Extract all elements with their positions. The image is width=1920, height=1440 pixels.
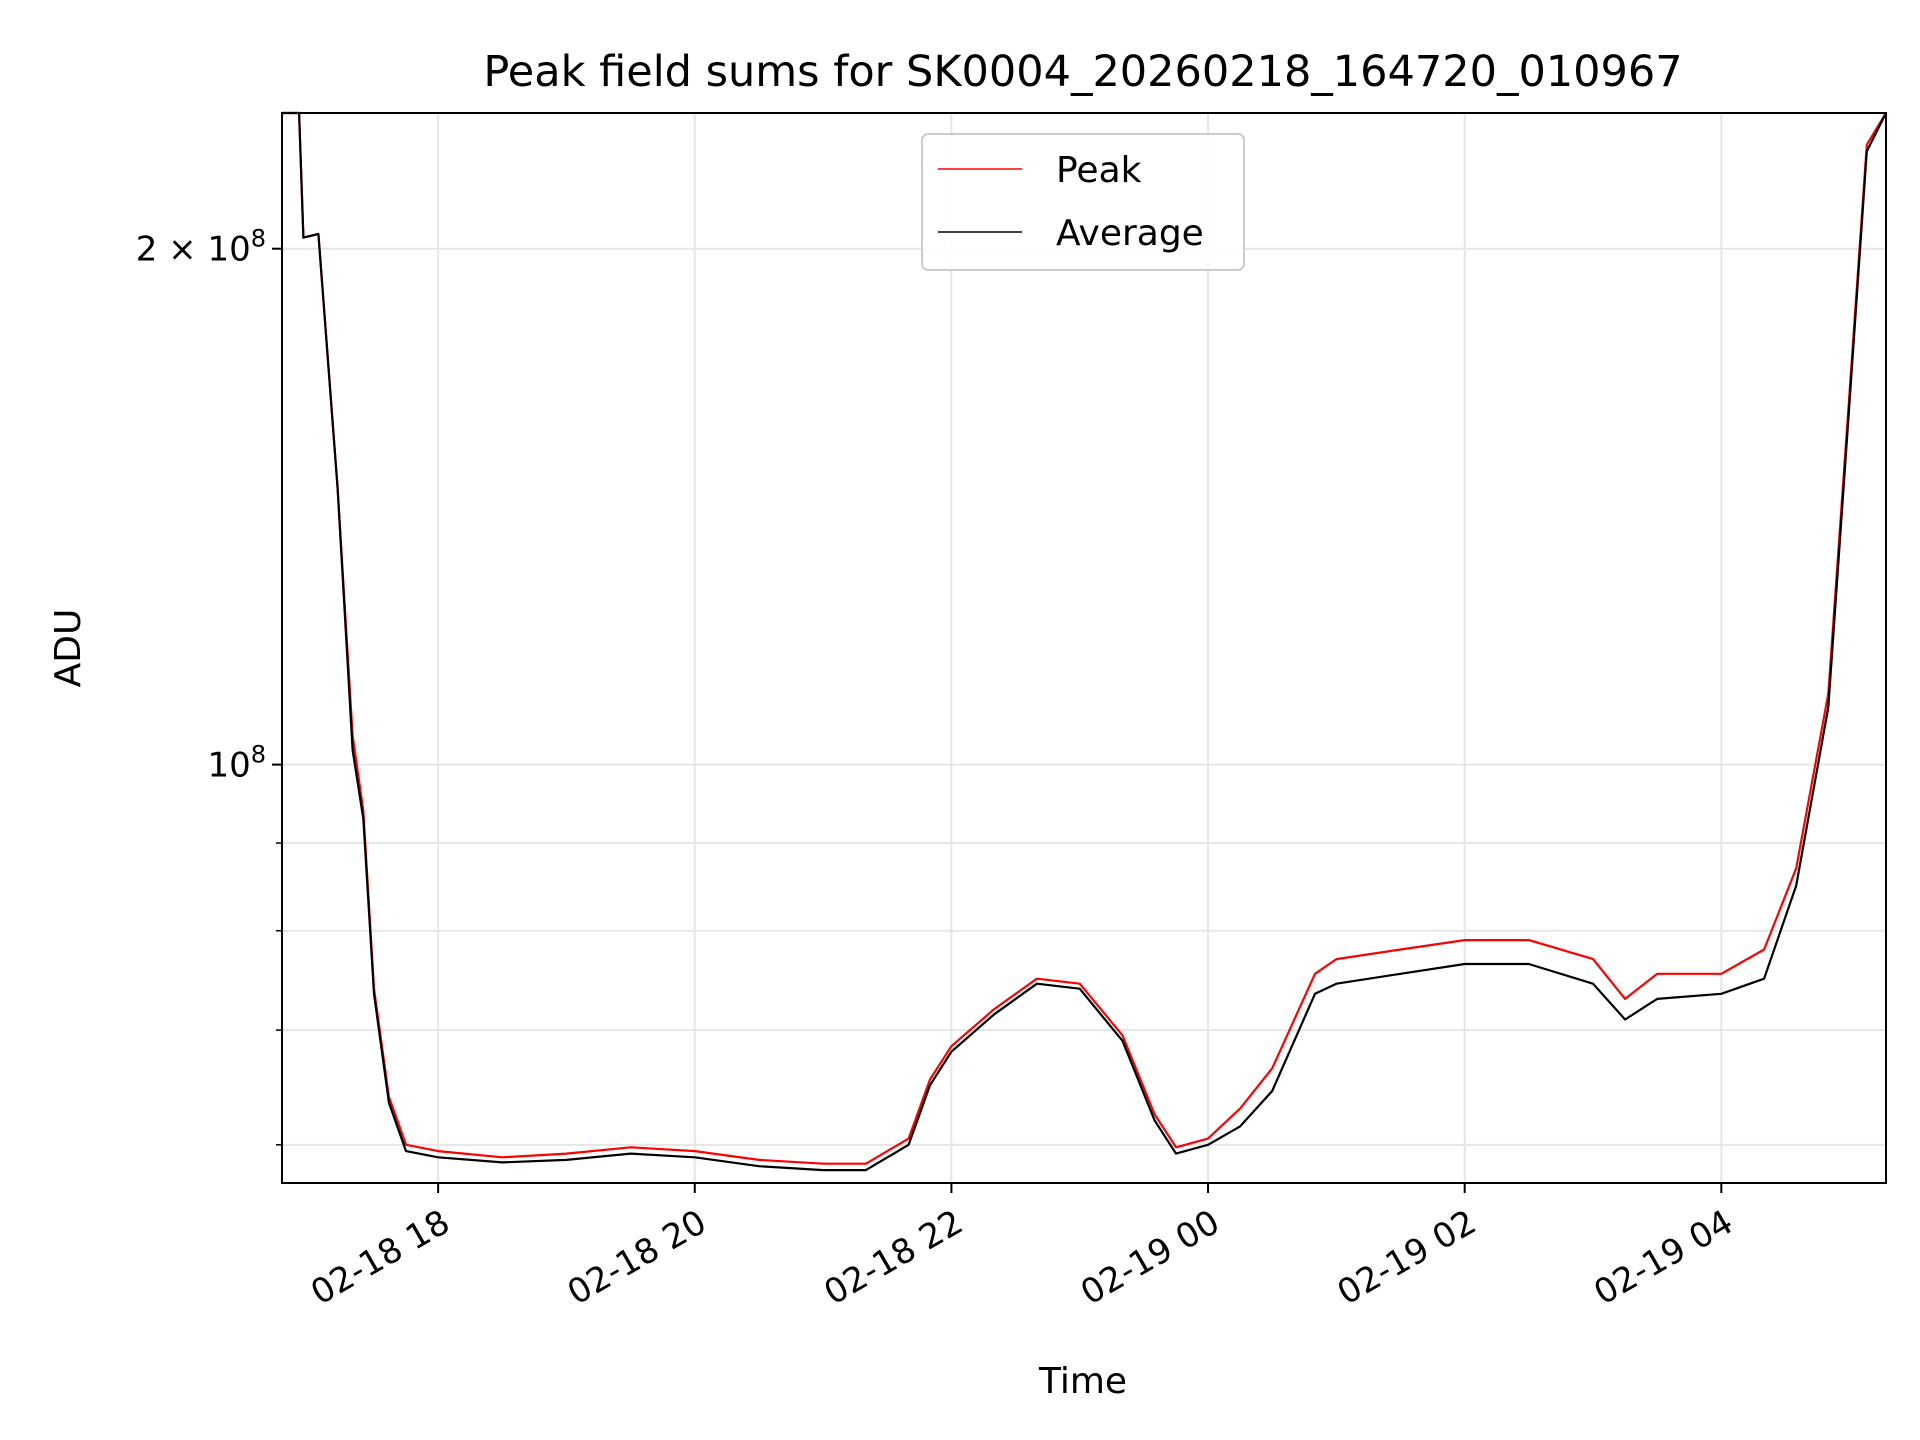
legend-label-average: Average [1056, 213, 1204, 254]
y-tick-label: 2 × 108 [136, 225, 266, 270]
plot-frame [281, 112, 1887, 1184]
chart-title: Peak field sums for SK0004_20260218_1647… [483, 47, 1682, 97]
legend: Peak Average [921, 133, 1245, 271]
series-line-average [282, 111, 1887, 1172]
legend-box [921, 133, 1245, 271]
x-axis-title: Time [1038, 1361, 1127, 1402]
y-axis: 108 2 × 108 [136, 225, 282, 1146]
series-lines [282, 111, 1887, 1172]
y-tick-label: 108 [207, 741, 266, 786]
legend-label-peak: Peak [1056, 150, 1142, 191]
grid [282, 113, 1886, 1183]
y-axis-title: ADU [48, 609, 89, 688]
